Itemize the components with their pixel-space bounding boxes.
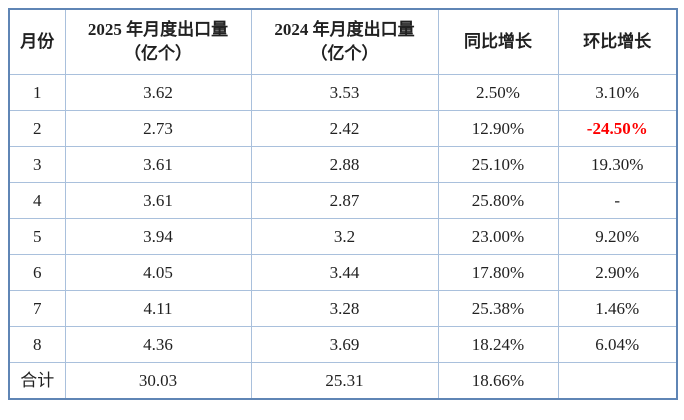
cell-mom-growth: 6.04%	[557, 326, 678, 363]
col-header-month: 月份	[8, 8, 66, 75]
col-header-yoy-growth-label: 同比增长	[464, 32, 532, 52]
col-header-export-2024: 2024 年月度出口量 （亿个）	[250, 8, 439, 75]
col-header-month-label: 月份	[20, 32, 55, 52]
cell-month: 2	[8, 110, 66, 147]
cell-export-2024: 3.69	[250, 326, 439, 363]
cell-export-2024: 3.28	[250, 290, 439, 327]
cell-mom-growth: 2.90%	[557, 254, 678, 291]
cell-month: 6	[8, 254, 66, 291]
cell-mom-growth: 19.30%	[557, 146, 678, 183]
table-page: 月份 2025 年月度出口量 （亿个） 2024 年月度出口量 （亿个） 同比增…	[8, 8, 678, 400]
cell-month: 5	[8, 218, 66, 255]
col-header-mom-growth: 环比增长	[557, 8, 678, 75]
cell-yoy-growth: 18.66%	[437, 362, 559, 400]
col-header-export-2025-sublabel: （亿个）	[124, 44, 192, 63]
col-header-export-2025: 2025 年月度出口量 （亿个）	[64, 8, 252, 75]
cell-export-2025: 2.73	[64, 110, 252, 147]
col-header-export-2024-label: 2024 年月度出口量	[274, 20, 415, 40]
table-row: 7 4.11 3.28 25.38% 1.46%	[8, 290, 678, 327]
table-row: 3 3.61 2.88 25.10% 19.30%	[8, 146, 678, 183]
cell-export-2025: 30.03	[64, 362, 252, 400]
monthly-export-table: 月份 2025 年月度出口量 （亿个） 2024 年月度出口量 （亿个） 同比增…	[8, 8, 678, 400]
cell-yoy-growth: 17.80%	[437, 254, 559, 291]
cell-month: 1	[8, 74, 66, 111]
cell-export-2024: 25.31	[250, 362, 439, 400]
cell-export-2024: 2.87	[250, 182, 439, 219]
cell-month: 4	[8, 182, 66, 219]
header-row: 月份 2025 年月度出口量 （亿个） 2024 年月度出口量 （亿个） 同比增…	[8, 8, 678, 75]
table-row: 6 4.05 3.44 17.80% 2.90%	[8, 254, 678, 291]
cell-yoy-growth: 25.10%	[437, 146, 559, 183]
cell-mom-growth	[557, 362, 678, 400]
cell-export-2024: 3.53	[250, 74, 439, 111]
table-row: 2 2.73 2.42 12.90% -24.50%	[8, 110, 678, 147]
cell-yoy-growth: 18.24%	[437, 326, 559, 363]
table-row: 4 3.61 2.87 25.80% -	[8, 182, 678, 219]
cell-mom-growth: 9.20%	[557, 218, 678, 255]
cell-yoy-growth: 12.90%	[437, 110, 559, 147]
table-row: 5 3.94 3.2 23.00% 9.20%	[8, 218, 678, 255]
cell-export-2024: 3.44	[250, 254, 439, 291]
cell-month: 8	[8, 326, 66, 363]
cell-yoy-growth: 2.50%	[437, 74, 559, 111]
cell-export-2025: 3.61	[64, 182, 252, 219]
cell-mom-growth: -	[557, 182, 678, 219]
cell-mom-growth: 1.46%	[557, 290, 678, 327]
cell-export-2025: 3.94	[64, 218, 252, 255]
cell-yoy-growth: 25.38%	[437, 290, 559, 327]
cell-mom-growth: -24.50%	[557, 110, 678, 147]
cell-export-2025: 3.62	[64, 74, 252, 111]
table-header: 月份 2025 年月度出口量 （亿个） 2024 年月度出口量 （亿个） 同比增…	[8, 8, 678, 75]
cell-yoy-growth: 23.00%	[437, 218, 559, 255]
cell-export-2024: 2.42	[250, 110, 439, 147]
table-row: 合计 30.03 25.31 18.66%	[8, 362, 678, 400]
cell-export-2024: 2.88	[250, 146, 439, 183]
col-header-mom-growth-label: 环比增长	[583, 32, 652, 52]
cell-month: 3	[8, 146, 66, 183]
cell-month: 7	[8, 290, 66, 327]
col-header-export-2024-sublabel: （亿个）	[310, 44, 379, 63]
table-row: 1 3.62 3.53 2.50% 3.10%	[8, 74, 678, 111]
cell-export-2025: 4.05	[64, 254, 252, 291]
cell-mom-growth: 3.10%	[557, 74, 678, 111]
cell-export-2025: 3.61	[64, 146, 252, 183]
col-header-export-2025-label: 2025 年月度出口量	[87, 20, 229, 40]
cell-export-2025: 4.36	[64, 326, 252, 363]
table-row: 8 4.36 3.69 18.24% 6.04%	[8, 326, 678, 363]
col-header-yoy-growth: 同比增长	[437, 8, 559, 75]
cell-month: 合计	[8, 362, 66, 400]
table-body: 1 3.62 3.53 2.50% 3.10% 2 2.73 2.42 12.9…	[8, 74, 678, 400]
cell-export-2024: 3.2	[250, 218, 439, 255]
cell-export-2025: 4.11	[64, 290, 252, 327]
cell-yoy-growth: 25.80%	[437, 182, 559, 219]
